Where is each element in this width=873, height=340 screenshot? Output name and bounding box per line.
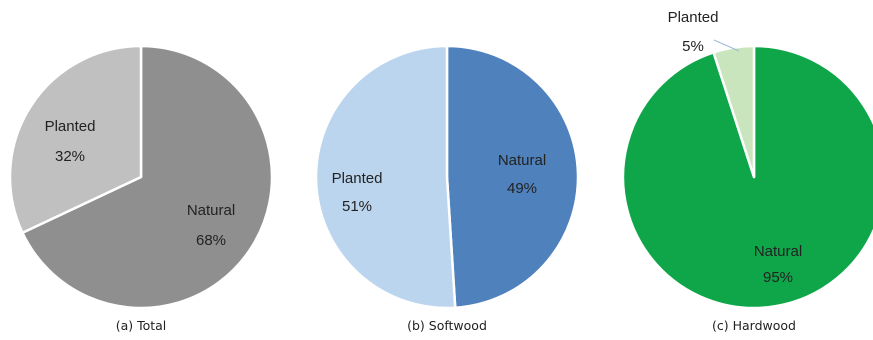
- pie-slice-natural: [621, 44, 873, 310]
- chart-caption: (a) Total: [116, 318, 167, 333]
- slice-label-natural: Natural: [187, 202, 235, 219]
- slice-label-planted: Planted: [332, 170, 383, 187]
- slice-value-natural: 49%: [507, 180, 537, 197]
- slice-value-planted: 5%: [682, 38, 704, 55]
- pie-slice-planted: [314, 44, 457, 310]
- slice-label-planted: Planted: [668, 9, 719, 26]
- slice-value-natural: 95%: [763, 269, 793, 286]
- slice-label-planted: Planted: [45, 118, 96, 135]
- leader-line: [713, 39, 740, 52]
- slice-value-natural: 68%: [196, 232, 226, 249]
- pie-chart-1: Natural 68% Planted 32% (a) Total: [8, 44, 274, 333]
- chart-caption: (c) Hardwood: [712, 318, 796, 333]
- slice-value-planted: 51%: [342, 198, 372, 215]
- slice-label-natural: Natural: [754, 243, 802, 260]
- pie-chart-3: Natural 95% Planted 5% (c) Hardwood: [621, 9, 873, 333]
- pie-slice-natural: [445, 44, 580, 309]
- chart-caption: (b) Softwood: [407, 318, 487, 333]
- pie-chart-2: Natural 49% Planted 51% (b) Softwood: [314, 44, 580, 333]
- slice-label-natural: Natural: [498, 152, 546, 169]
- pie-slice-natural: [21, 44, 274, 310]
- slice-value-planted: 32%: [55, 148, 85, 165]
- pie-slice-planted: [8, 44, 143, 235]
- pie-slice-planted: [712, 44, 756, 179]
